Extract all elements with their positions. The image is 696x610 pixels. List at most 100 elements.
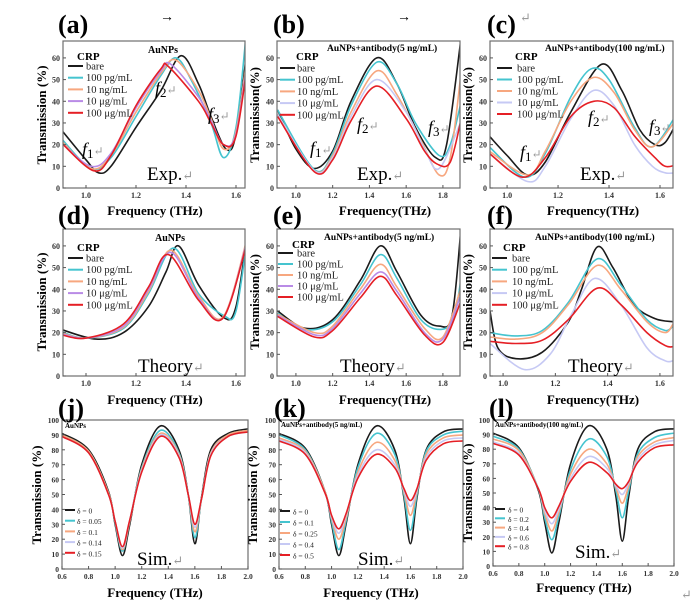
y-tick-label: 30 bbox=[479, 119, 487, 128]
y-tick-label: 50 bbox=[52, 76, 60, 85]
series-group bbox=[490, 245, 673, 371]
y-tick-label: 70 bbox=[483, 460, 491, 469]
panel-title: AuNPs+antibody(100 ng/mL) bbox=[495, 421, 584, 429]
annotation-text: Sim. bbox=[575, 542, 610, 563]
return-mark: ↵ bbox=[172, 553, 183, 568]
legend-label: δ = 0 bbox=[77, 507, 93, 516]
return-mark: ↵ bbox=[369, 119, 379, 133]
series-line-2 bbox=[490, 264, 673, 341]
y-tick-label: 30 bbox=[479, 307, 487, 316]
x-tick-label: 0.6 bbox=[57, 572, 67, 581]
x-tick-label: 1.0 bbox=[498, 379, 508, 388]
annotation-text: Exp. bbox=[580, 164, 615, 185]
x-tick-label: 1.6 bbox=[231, 191, 241, 200]
panel-j: 0.6 0.8 1.0 1.2 1.4 1.6 1.8 2.0 0 10 20 30 40 50 60 70 8… bbox=[29, 394, 253, 600]
panel-title: AuNPs+antibody(5 ng/mL) bbox=[327, 43, 437, 54]
y-tick-label: 40 bbox=[479, 97, 487, 106]
return-mark: ↵ bbox=[681, 587, 692, 602]
x-axis-label: Frequency(THz) bbox=[547, 392, 639, 407]
y-tick-label: 0 bbox=[272, 565, 276, 574]
annotation-text: Theory bbox=[138, 356, 193, 377]
x-tick-label: 1.0 bbox=[110, 572, 120, 581]
legend-label: 100 μg/mL bbox=[512, 300, 559, 311]
y-tick-label: 40 bbox=[52, 97, 60, 106]
legend-label: 10 ng/mL bbox=[297, 271, 338, 282]
y-tick-label: 20 bbox=[266, 329, 274, 338]
y-tick-label: 30 bbox=[52, 307, 60, 316]
x-tick-label: 1.4 bbox=[379, 572, 389, 581]
y-tick-label: 100 bbox=[265, 416, 277, 425]
legend-title: CRP bbox=[296, 51, 319, 63]
x-tick-label: 1.6 bbox=[618, 569, 628, 578]
method-annotation: Exp.↵ bbox=[357, 164, 403, 185]
x-axis-label: Frequency(THz) bbox=[339, 203, 431, 218]
y-tick-label: 30 bbox=[269, 520, 277, 529]
legend-label: δ = 0.5 bbox=[293, 552, 314, 561]
y-tick-label: 50 bbox=[266, 264, 274, 273]
legend-label: δ = 0.05 bbox=[77, 517, 102, 526]
series-line-2 bbox=[277, 263, 460, 341]
return-mark: ↵ bbox=[661, 121, 671, 135]
panel-a: 1.0 1.2 1.4 1.6 0 10 20 30 40 50 60 (a) AuNPs Frequen… bbox=[34, 10, 246, 218]
legend-label: bare bbox=[297, 249, 315, 260]
panel-letter: (b) bbox=[273, 10, 305, 39]
series-line-4 bbox=[62, 431, 248, 548]
legend-label: 100 μg/mL bbox=[86, 108, 133, 119]
y-tick-label: 20 bbox=[52, 141, 60, 150]
panel-letter: (k) bbox=[274, 394, 306, 423]
x-axis-label: Frequency (THz) bbox=[107, 203, 202, 218]
x-tick-label: 1.0 bbox=[291, 191, 301, 200]
panel-title: AuNPs+antibody(5 ng/mL) bbox=[281, 421, 363, 429]
x-tick-label: 1.4 bbox=[364, 191, 374, 200]
x-tick-label: 1.4 bbox=[364, 379, 374, 388]
x-tick-label: 1.6 bbox=[655, 191, 665, 200]
legend-label: 10 μg/mL bbox=[86, 289, 128, 300]
x-tick-label: 1.8 bbox=[438, 379, 448, 388]
y-tick-label: 60 bbox=[479, 242, 487, 251]
panel-title: AuNPs+antibody(5 ng/mL) bbox=[324, 232, 434, 243]
panel-e: 1.0 1.2 1.4 1.6 1.8 0 10 20 30 40 50 60 (e) AuNPs+ant… bbox=[247, 201, 461, 407]
method-annotation: Theory↵ bbox=[568, 356, 634, 377]
legend-label: δ = 0.8 bbox=[508, 543, 529, 552]
y-tick-label: 0 bbox=[486, 562, 490, 571]
y-tick-label: 30 bbox=[52, 119, 60, 128]
x-axis-label: Frequency (THz) bbox=[107, 392, 202, 407]
y-tick-label: 40 bbox=[479, 285, 487, 294]
peak-symbol: f bbox=[208, 104, 216, 124]
legend-label: 100 μg/mL bbox=[517, 110, 564, 121]
return-mark: ↵ bbox=[220, 109, 230, 123]
y-tick-label: 50 bbox=[269, 491, 277, 500]
y-tick-label: 50 bbox=[479, 264, 487, 273]
y-tick-label: 20 bbox=[52, 329, 60, 338]
panel-l: 0.6 0.8 1.0 1.2 1.4 1.6 1.8 2.0 0 10 20 30 40 50 60 70 8… bbox=[460, 394, 679, 595]
y-tick-label: 10 bbox=[266, 162, 274, 171]
x-tick-label: 1.0 bbox=[291, 379, 301, 388]
panel-letter: (a) bbox=[58, 10, 88, 39]
x-axis-label: Frequency (THz) bbox=[536, 580, 631, 595]
panel-c: 1.0 1.2 1.4 1.6 0 10 20 30 40 50 60 (c) AuNPs+antibo… bbox=[460, 10, 674, 218]
arrow-mark: → bbox=[160, 10, 174, 25]
legend-label: δ = 0.4 bbox=[508, 524, 529, 533]
return-mark: ↵ bbox=[193, 360, 204, 375]
peak-symbol: f bbox=[520, 142, 528, 162]
y-tick-label: 70 bbox=[269, 461, 277, 470]
legend-label: δ = 0.6 bbox=[508, 533, 529, 542]
y-tick-label: 30 bbox=[52, 520, 60, 529]
y-tick-label: 0 bbox=[270, 184, 274, 193]
y-tick-label: 50 bbox=[483, 489, 491, 498]
x-tick-label: 1.0 bbox=[81, 379, 91, 388]
method-annotation: Theory↵ bbox=[340, 356, 406, 377]
series-line-2 bbox=[63, 58, 245, 170]
y-tick-label: 0 bbox=[483, 184, 487, 193]
plot-frame bbox=[62, 40, 246, 189]
x-tick-label: 0.8 bbox=[301, 572, 311, 581]
x-tick-label: 2.0 bbox=[243, 572, 253, 581]
y-axis-label: Transmission (%) bbox=[245, 445, 260, 544]
legend-label: δ = 0.14 bbox=[77, 539, 102, 548]
series-line-3 bbox=[490, 89, 673, 183]
y-tick-label: 60 bbox=[52, 54, 60, 63]
x-tick-label: 1.4 bbox=[592, 569, 602, 578]
x-tick-label: 1.2 bbox=[566, 569, 576, 578]
